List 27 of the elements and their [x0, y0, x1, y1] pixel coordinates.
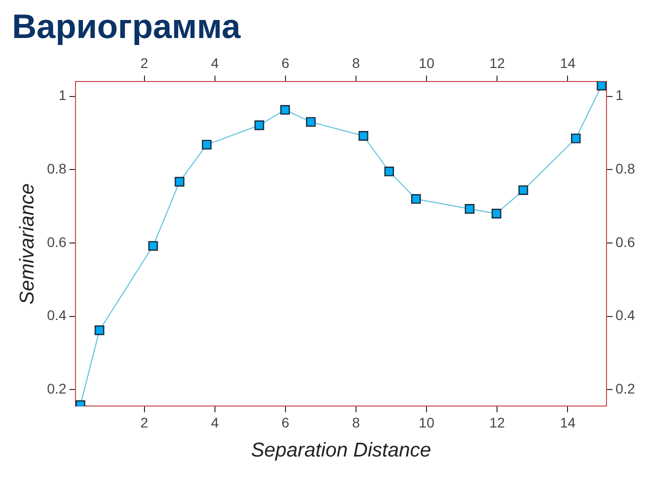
chart-title: Вариограмма — [12, 8, 242, 46]
y2-tick-label: 0.4 — [616, 307, 636, 324]
x-tick-label: 14 — [560, 414, 576, 430]
y2-tick-label: 0.8 — [616, 160, 636, 176]
x2-tick-label: 14 — [560, 55, 576, 72]
y2-tick-label: 0.2 — [616, 380, 636, 397]
y-tick-label: 0.6 — [46, 234, 67, 250]
y-tick-label: 0.4 — [46, 307, 67, 324]
y2-tick-label: 0.6 — [616, 234, 636, 250]
x2-tick-label: 8 — [352, 55, 360, 72]
x2-tick-label: 2 — [140, 55, 148, 72]
x-tick-label: 4 — [210, 414, 219, 430]
y-tick-label: 0.8 — [46, 160, 67, 176]
x-tick-label: 6 — [282, 414, 290, 430]
x-tick-label: 10 — [418, 414, 435, 430]
x-tick-label: 2 — [140, 414, 148, 430]
y-axis-title: Semivariance — [16, 183, 39, 304]
x-axis-title: Separation Distance — [250, 440, 432, 462]
x2-tick-label: 12 — [489, 55, 506, 72]
y-tick-label: 1 — [58, 87, 67, 104]
x-tick-label: 8 — [352, 414, 360, 430]
x2-tick-label: 4 — [210, 55, 219, 72]
x2-tick-label: 6 — [282, 55, 290, 72]
y2-tick-label: 1 — [616, 87, 624, 104]
x-tick-label: 12 — [489, 414, 506, 430]
x2-tick-label: 10 — [418, 55, 435, 72]
y-tick-label: 0.2 — [46, 380, 67, 397]
